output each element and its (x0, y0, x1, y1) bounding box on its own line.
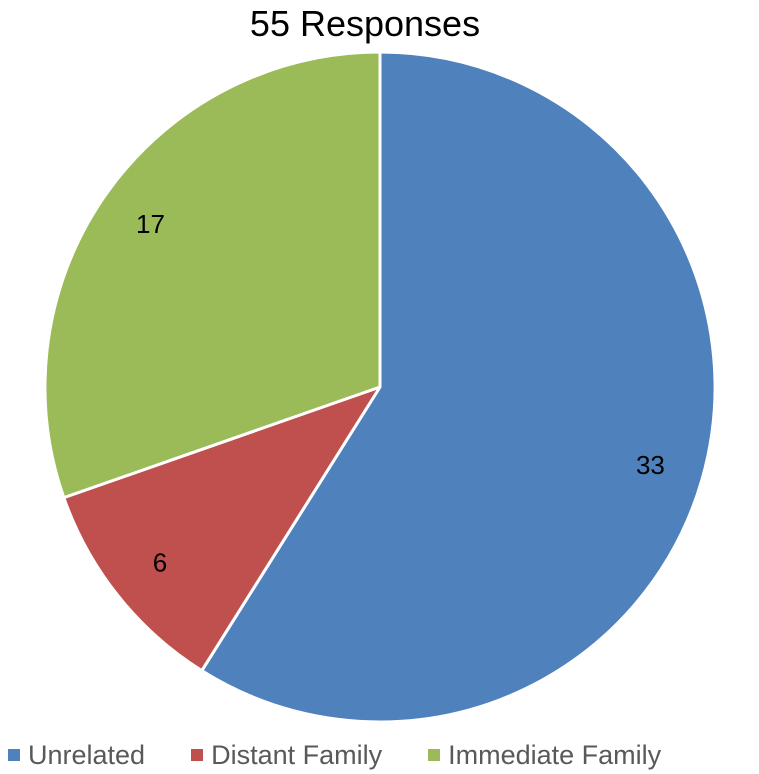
legend-item-immediate-family: Immediate Family (428, 740, 661, 771)
data-label-unrelated: 33 (636, 450, 665, 480)
legend-swatch-distant-family (191, 749, 204, 761)
pie-slice-distant-family (62, 385, 382, 673)
pie-data-labels: 33 6 17 (136, 209, 665, 577)
legend-label-immediate-family: Immediate Family (448, 739, 662, 770)
legend: Unrelated Distant Family Immediate Famil… (8, 737, 759, 773)
pie-slice-unrelated (200, 50, 717, 724)
pie-slice-immediate-family (43, 50, 382, 500)
legend-item-unrelated: Unrelated (8, 740, 145, 771)
legend-label-unrelated: Unrelated (28, 739, 146, 770)
legend-label-distant-family: Distant Family (211, 739, 383, 770)
data-label-distant-family: 6 (153, 547, 167, 577)
data-label-immediate-family: 17 (136, 209, 165, 239)
chart-title: 55 Responses (249, 3, 481, 44)
legend-swatch-immediate-family (428, 749, 441, 761)
legend-item-distant-family: Distant Family (191, 740, 382, 771)
legend-swatch-unrelated (8, 749, 20, 761)
pie-slices (43, 50, 717, 724)
pie-chart: 33 6 17 (43, 50, 717, 724)
